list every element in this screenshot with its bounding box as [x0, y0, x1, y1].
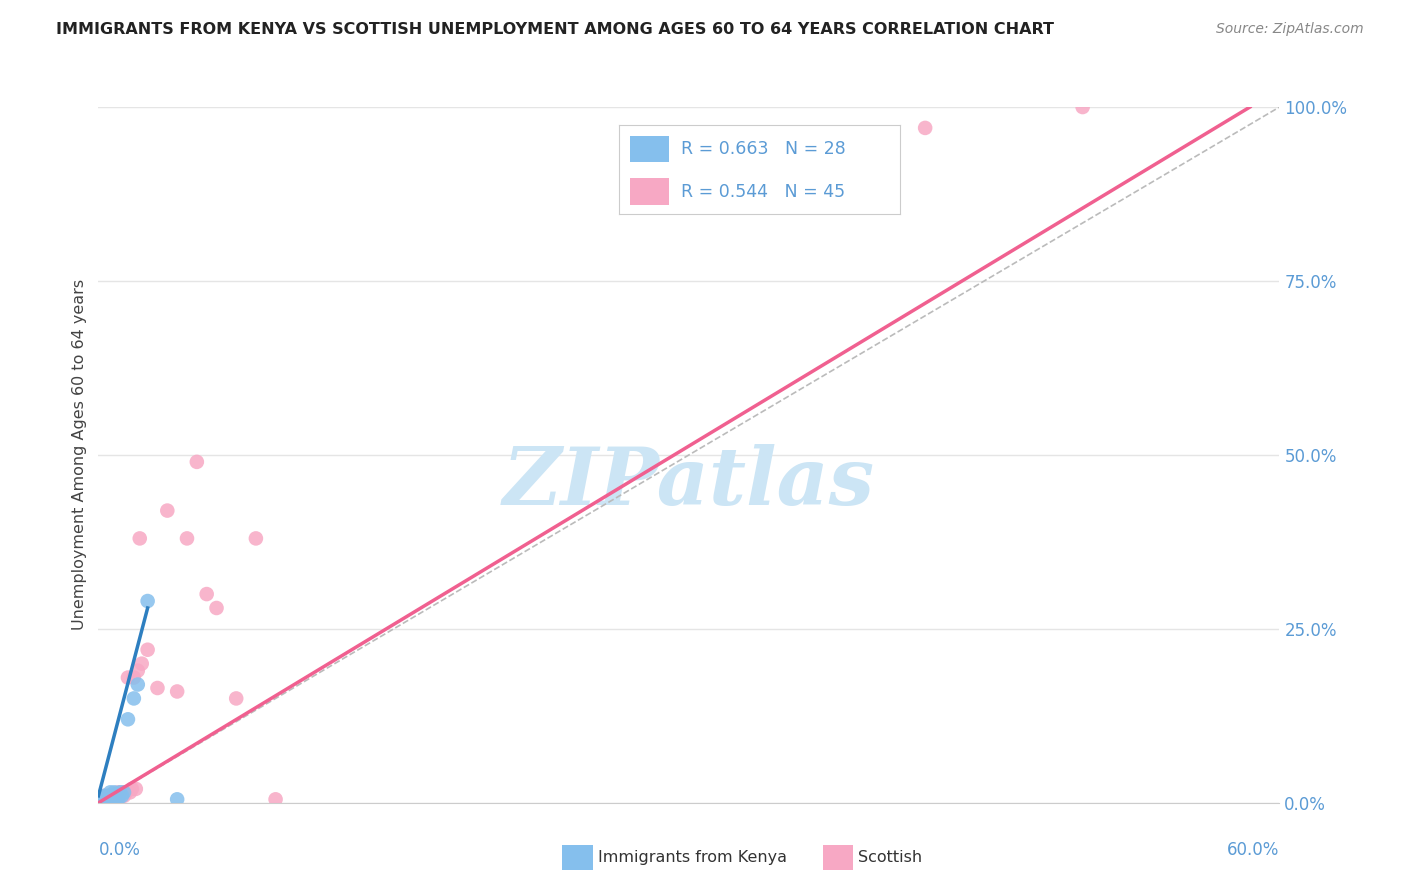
Text: Source: ZipAtlas.com: Source: ZipAtlas.com [1216, 22, 1364, 37]
Point [205, 601, 228, 615]
Point [101, 789, 124, 803]
Text: IMMIGRANTS FROM KENYA VS SCOTTISH UNEMPLOYMENT AMONG AGES 60 TO 64 YEARS CORRELA: IMMIGRANTS FROM KENYA VS SCOTTISH UNEMPL… [56, 22, 1054, 37]
Point [107, 789, 129, 803]
Point [93, 789, 115, 803]
Point [115, 785, 138, 799]
Point [111, 785, 134, 799]
Point [91, 792, 114, 806]
Point [101, 789, 124, 803]
Point [1071, 100, 1094, 114]
Point [166, 792, 188, 806]
Point [97, 792, 120, 806]
Point [146, 681, 169, 695]
Point [914, 120, 936, 135]
Point [101, 792, 124, 806]
Text: 0.0%: 0.0% [98, 841, 141, 859]
Point [117, 671, 139, 685]
Point [96, 790, 118, 805]
Bar [630, 178, 669, 205]
Point [186, 455, 208, 469]
Point [127, 664, 149, 678]
Point [103, 789, 125, 803]
Point [108, 785, 131, 799]
Point [176, 532, 198, 546]
Point [107, 790, 129, 805]
Point [136, 594, 159, 608]
Point [103, 792, 125, 806]
Text: R = 0.663   N = 28: R = 0.663 N = 28 [681, 140, 845, 158]
Point [105, 788, 128, 802]
Bar [630, 136, 669, 162]
Point [91, 790, 114, 805]
Point [103, 792, 125, 806]
Point [98, 789, 121, 803]
Text: ZIPatlas: ZIPatlas [503, 444, 875, 522]
Point [96, 790, 118, 805]
Point [98, 785, 121, 799]
Point [127, 677, 149, 691]
Point [103, 785, 125, 799]
Point [105, 790, 128, 805]
Y-axis label: Unemployment Among Ages 60 to 64 years: Unemployment Among Ages 60 to 64 years [72, 279, 87, 631]
Point [121, 781, 143, 796]
Point [264, 792, 287, 806]
Point [776, 128, 799, 142]
Point [101, 792, 124, 806]
Point [117, 712, 139, 726]
Point [112, 785, 135, 799]
Text: 60.0%: 60.0% [1227, 841, 1279, 859]
Point [96, 792, 118, 806]
Point [105, 792, 128, 806]
Point [89, 792, 111, 806]
Point [93, 789, 115, 803]
Text: Immigrants from Kenya: Immigrants from Kenya [598, 850, 786, 864]
Point [118, 785, 141, 799]
Point [122, 691, 145, 706]
Point [122, 671, 145, 685]
Point [97, 789, 120, 803]
Point [97, 792, 120, 806]
Point [98, 792, 121, 806]
Point [93, 792, 115, 806]
Point [195, 587, 218, 601]
Point [97, 790, 120, 805]
Text: Scottish: Scottish [858, 850, 922, 864]
Text: R = 0.544   N = 45: R = 0.544 N = 45 [681, 183, 845, 201]
Point [98, 792, 121, 806]
Point [91, 792, 114, 806]
Point [156, 503, 179, 517]
Point [112, 789, 135, 803]
Point [93, 792, 115, 806]
Point [166, 684, 188, 698]
Point [108, 789, 131, 803]
Point [91, 790, 114, 805]
Point [136, 642, 159, 657]
Point [96, 792, 118, 806]
Point [105, 789, 128, 803]
Point [131, 657, 153, 671]
Point [111, 789, 134, 803]
Point [107, 792, 129, 806]
Point [107, 785, 129, 799]
Point [245, 532, 267, 546]
Point [125, 781, 148, 796]
Point [89, 792, 111, 806]
Point [225, 691, 247, 706]
Point [128, 532, 150, 546]
Point [97, 789, 120, 803]
